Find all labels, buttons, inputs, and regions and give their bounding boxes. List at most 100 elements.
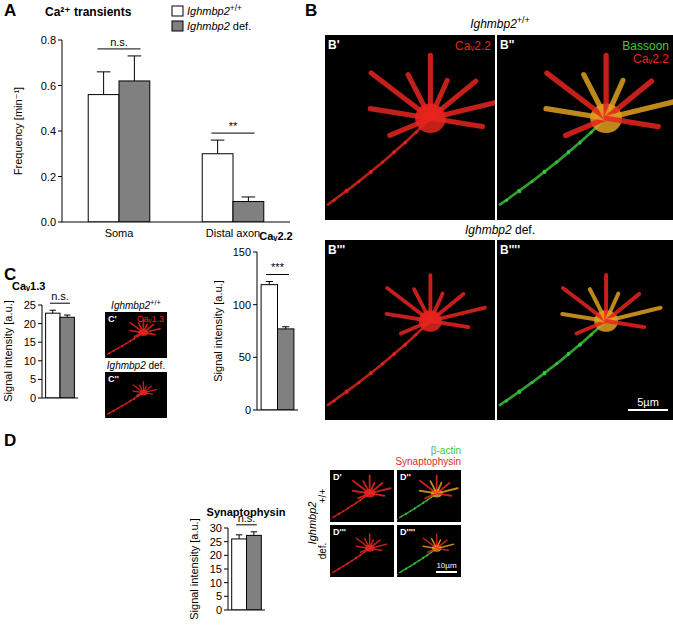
filopodium <box>361 548 370 552</box>
micrograph-background <box>105 372 167 418</box>
puncta <box>567 151 570 154</box>
scale-bar <box>436 571 457 573</box>
puncta <box>355 557 357 559</box>
puncta <box>397 519 398 521</box>
puncta <box>117 408 119 410</box>
micrograph-background <box>397 470 461 522</box>
image-label: B'' <box>500 38 515 52</box>
puncta <box>410 510 412 512</box>
chart: Caᵥ2.2Signal intensity [a.u.]050100150**… <box>212 230 298 416</box>
tick <box>224 569 228 570</box>
tick-label: 0.0 <box>41 216 56 228</box>
error-bar <box>64 315 70 317</box>
x-axis <box>42 398 78 399</box>
image-label: D''' <box>333 527 346 537</box>
stain-label: Caᵥ1.3 <box>137 314 164 324</box>
puncta <box>359 555 361 557</box>
puncta <box>346 391 349 394</box>
puncta <box>427 554 429 556</box>
error-bar <box>50 310 56 313</box>
filopodium <box>358 493 369 498</box>
genotype-label: Ighmbp2+/+ <box>470 15 530 31</box>
puncta <box>518 190 521 193</box>
micrograph-content <box>497 275 661 412</box>
puncta <box>393 353 396 356</box>
bar <box>46 313 60 398</box>
superscript: +/+ <box>150 298 161 307</box>
tick <box>38 379 42 380</box>
figure: Ca²⁺ transientsFrequency [min⁻¹]0.00.20.… <box>0 0 673 630</box>
axon <box>499 118 606 205</box>
scale-bar-label: 10µm <box>436 561 457 570</box>
x-axis <box>257 410 298 411</box>
stain-label: Caᵥ2.2 <box>633 52 669 66</box>
tick <box>58 85 62 86</box>
puncta <box>579 141 582 144</box>
bar <box>247 535 262 610</box>
genotype-label: Ighmbp2+/+ <box>111 298 161 312</box>
gene: Ighmbp2 <box>187 20 230 32</box>
micrograph-background <box>497 240 673 420</box>
puncta <box>401 571 403 573</box>
axon <box>327 321 430 406</box>
tick-label: 0.8 <box>41 34 56 46</box>
micrograph: D''β-actinSynaptophysin <box>395 445 461 522</box>
error-bar <box>282 327 289 329</box>
puncta <box>430 552 432 554</box>
micrograph-content <box>105 319 160 357</box>
stain-label: Caᵥ2.2 <box>455 39 491 53</box>
puncta <box>567 353 570 356</box>
puncta <box>530 180 533 183</box>
puncta <box>121 406 123 408</box>
tick <box>58 222 62 223</box>
tick <box>38 323 42 324</box>
bar <box>60 317 74 398</box>
tick <box>38 305 42 306</box>
puncta <box>381 362 384 365</box>
bar <box>88 95 119 222</box>
bar <box>232 539 247 610</box>
puncta <box>426 555 428 557</box>
error-bar <box>266 281 273 284</box>
filopodium <box>408 75 430 119</box>
puncta <box>351 505 353 507</box>
puncta <box>505 199 508 202</box>
puncta <box>404 141 407 144</box>
bars <box>46 310 75 398</box>
tick-label: 30 <box>210 522 222 534</box>
micrograph: B''BassoonCaᵥ2.2 <box>492 35 673 220</box>
scale-bar-label: 5µm <box>637 396 659 408</box>
puncta <box>333 399 336 402</box>
puncta <box>117 348 119 350</box>
micrograph-background <box>105 312 167 358</box>
micrograph-content <box>105 382 156 417</box>
filopodium <box>143 390 156 393</box>
filopodium <box>387 288 430 321</box>
axis-title: Signal intensity [a.u.] <box>188 518 200 620</box>
tick-label: 0 <box>30 392 36 404</box>
puncta <box>347 562 349 564</box>
filopodium <box>437 493 452 495</box>
y-axis <box>42 305 43 398</box>
tick <box>253 252 257 253</box>
puncta <box>578 142 581 145</box>
suffix: def. <box>512 223 535 237</box>
puncta <box>405 514 407 516</box>
axon <box>107 393 143 415</box>
puncta <box>505 399 508 402</box>
filopodium <box>437 544 454 548</box>
significance-bracket <box>266 274 289 275</box>
x-axis <box>62 222 290 223</box>
tick-label: 15 <box>210 563 222 575</box>
gene: Ighmbp2 <box>470 17 517 31</box>
micrograph-content <box>397 476 458 521</box>
puncta <box>578 344 581 347</box>
image-label: B'''' <box>500 243 520 257</box>
category-label: Distal axon <box>206 227 260 239</box>
tick-label: 0 <box>245 404 251 416</box>
filopodium <box>430 100 495 118</box>
gene: Ighmbp2 <box>107 360 146 371</box>
bars <box>88 56 264 222</box>
image-label: C'' <box>108 374 119 384</box>
tick-label: 100 <box>233 299 251 311</box>
